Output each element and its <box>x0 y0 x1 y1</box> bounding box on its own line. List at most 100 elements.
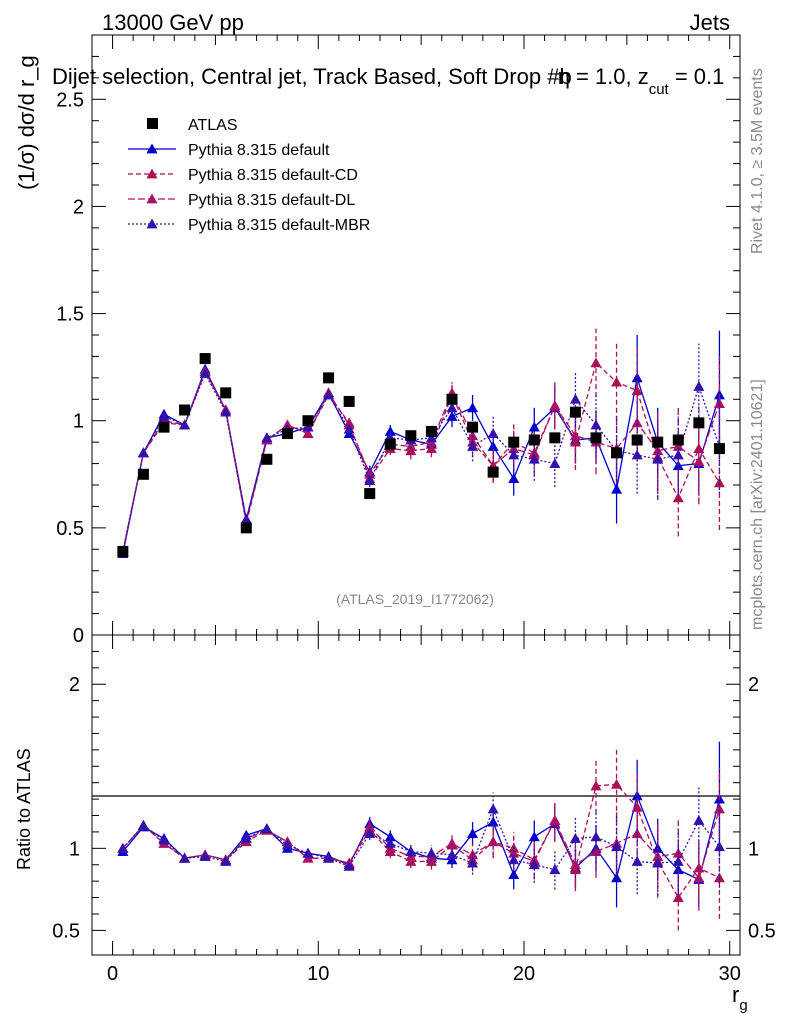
main-default-dl-point <box>693 455 705 466</box>
main-default-dl-point <box>652 445 664 456</box>
ratio-default-mbr-point <box>467 857 479 868</box>
y-tick-label: 2.5 <box>56 89 84 111</box>
plot-title: Dijet selection, Central jet, Track Base… <box>52 64 724 98</box>
atlas-point <box>261 453 273 465</box>
header-left: 13000 GeV pp <box>102 10 244 35</box>
main-default-mbr-point <box>467 440 479 451</box>
main-default-cd-point <box>672 492 684 503</box>
ratio-default-point <box>487 816 499 827</box>
ratio-default-dl-point <box>652 851 664 861</box>
legend-marker <box>146 193 158 204</box>
atlas-point <box>528 434 540 446</box>
ratio-default-mbr-point <box>199 851 211 861</box>
x-tick-label: 0 <box>107 963 118 985</box>
ratio-default-cd-point <box>590 780 602 791</box>
plot-title-sub: cut <box>649 81 670 98</box>
y-tick-label: 2 <box>73 196 84 218</box>
legend-marker <box>146 218 158 229</box>
ratio-y-tick-label-right: 2 <box>748 674 759 696</box>
plot-title-end: = 0.1 <box>669 64 725 89</box>
ratio-default-point <box>528 831 540 842</box>
ratio-default-mbr-point <box>343 860 355 871</box>
ratio-default-dl-point <box>693 872 705 883</box>
ratio-default-mbr-point <box>137 819 149 830</box>
ratio-default-dl-point <box>549 814 561 825</box>
ratio-default-dl-point <box>446 837 458 848</box>
ratio-default-mbr-point <box>549 864 561 875</box>
ratio-y-tick-label: 2 <box>69 674 80 696</box>
atlas-point <box>652 436 664 448</box>
ratio-default-cd-point <box>631 801 643 812</box>
legend-marker <box>146 143 158 154</box>
main-default-dl-point <box>631 417 643 428</box>
ratio-default-mbr-point <box>672 855 684 866</box>
main-default-mbr-point <box>549 458 561 468</box>
atlas-point <box>302 415 314 427</box>
ratio-y-tick-label: 0.5 <box>52 920 80 942</box>
plot-title-main: Dijet selection, Central jet, Track Base… <box>52 64 572 89</box>
ratio-default-mbr-point <box>405 846 417 857</box>
main-default-mbr-point <box>693 380 705 391</box>
ratio-default-mbr-point <box>611 841 623 852</box>
ratio-default-mbr-point <box>487 803 499 814</box>
atlas-point <box>117 545 129 557</box>
analysis-watermark: (ATLAS_2019_I1772062) <box>336 591 494 607</box>
main-default-dl-point <box>713 398 725 408</box>
main-default-cd-point <box>611 376 623 387</box>
atlas-point <box>425 425 437 437</box>
atlas-point <box>199 353 211 365</box>
atlas-point <box>323 372 335 384</box>
main-default-point <box>528 421 540 432</box>
ratio-default-mbr-point <box>158 834 170 845</box>
y-tick-label: 1.5 <box>56 304 84 326</box>
ratio-default-dl-point <box>569 859 581 870</box>
atlas-point <box>343 395 355 407</box>
ratio-default-mbr-point <box>240 832 252 843</box>
y-tick-label: 1 <box>73 411 84 433</box>
ratio-default-dl-line <box>122 808 721 880</box>
main-default-line <box>122 367 721 554</box>
ratio-default-mbr-point <box>508 854 520 865</box>
plot-title-beta: η <box>558 64 570 89</box>
ratio-y-tick-label-right: 1 <box>748 838 759 860</box>
axis-ticks: 0 10 20 30 0 0.5 1 1.5 2 2.5 0.5 0.5 1 1 2 2 <box>52 35 776 985</box>
atlas-point <box>405 430 417 442</box>
main-default-mbr-point <box>220 406 232 417</box>
ratio-default-mbr-point <box>652 857 664 868</box>
atlas-point <box>508 436 520 448</box>
atlas-point <box>384 438 396 450</box>
atlas-point <box>569 406 581 418</box>
ratio-default-mbr-point <box>713 841 725 852</box>
legend-label: ATLAS <box>188 117 238 134</box>
main-default-mbr-point <box>446 402 458 413</box>
atlas-point <box>446 393 458 405</box>
main-default-mbr-point <box>158 410 170 421</box>
ratio-default-mbr-point <box>281 839 293 850</box>
ratio-default-cd-point <box>672 892 684 902</box>
main-default-cd-line <box>122 361 720 552</box>
ratio-default-mbr-point <box>590 831 602 842</box>
x-tick-label: 10 <box>307 963 329 985</box>
main-default-mbr-point <box>569 393 581 404</box>
header-right: Jets <box>690 10 730 35</box>
atlas-point <box>137 468 149 480</box>
atlas-point <box>467 421 479 433</box>
atlas-point <box>158 421 170 433</box>
main-y-axis-label-text: (1/σ) dσ/d r_g <box>14 55 39 190</box>
ratio-default-mbr-point <box>425 847 437 858</box>
main-default-point <box>611 483 623 494</box>
atlas-point <box>693 417 705 429</box>
main-default-mbr-point <box>179 419 191 430</box>
atlas-point <box>549 432 561 444</box>
atlas-point <box>281 428 293 440</box>
atlas-point <box>672 434 684 446</box>
main-default-mbr-point <box>487 428 499 438</box>
main-default-mbr-point <box>261 432 273 443</box>
ratio-default-mbr-point <box>179 852 191 863</box>
main-default-mbr-point <box>528 453 540 464</box>
main-default-mbr-point <box>590 419 602 430</box>
ratio-default-dl-point <box>713 803 725 814</box>
main-default-dl-point <box>405 440 417 451</box>
ratio-y-tick-label: 1 <box>69 838 80 860</box>
main-default-dl-point <box>467 430 479 441</box>
